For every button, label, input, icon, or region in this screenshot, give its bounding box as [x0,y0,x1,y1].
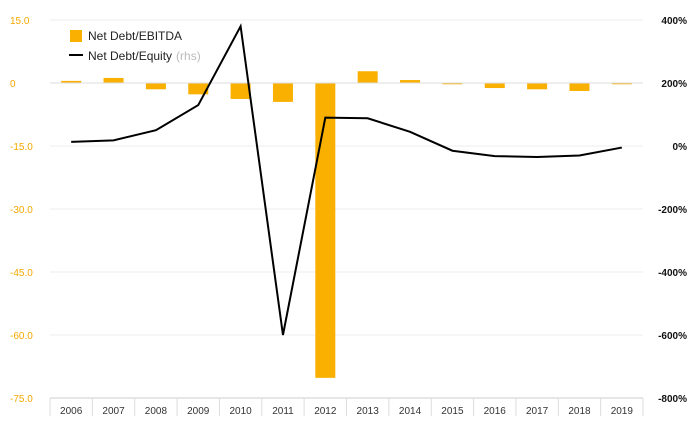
line-series [71,23,623,336]
x-tick-label: 2012 [314,406,337,417]
left-tick-label: 15.0 [10,16,30,27]
legend-label-bar: Net Debt/EBITDA [88,29,182,43]
x-tick-label: 2019 [611,406,634,417]
left-tick-label: -15.0 [10,142,33,153]
legend-label-line-suffix: (rhs) [176,49,201,63]
left-tick-label: 0 [10,79,16,90]
bar-2006 [61,80,82,83]
bar-2014 [400,80,421,83]
bar-2015 [442,83,463,85]
gridlines [50,19,643,399]
x-tick-label: 2014 [399,406,422,417]
bar-2012 [315,83,336,378]
x-axis: 2006 2007 2008 2009 2010 2011 2012 2013 2014 2015… [49,397,644,417]
legend-label-line: Net Debt/Equity (rhs) [88,49,201,63]
right-tick-label: 200% [661,79,687,90]
bar-2013 [357,71,378,83]
x-tick-label: 2007 [102,406,125,417]
bar-2009 [188,83,209,95]
left-tick-label: -45.0 [10,268,33,279]
left-tick-label: -60.0 [10,331,33,342]
x-tick-label: 2006 [60,406,83,417]
right-tick-label: 0% [673,142,688,153]
bar-2016 [484,83,505,89]
x-tick-label: 2016 [484,406,507,417]
right-axis: 400% 200% 0% -200% -400% -600% -800% [658,16,687,405]
x-tick-label: 2017 [526,406,549,417]
x-tick-label: 2011 [272,406,294,417]
right-tick-label: -400% [658,268,687,279]
left-tick-label: -75.0 [10,394,33,405]
legend-swatch-bar [70,30,82,42]
right-tick-label: 400% [661,16,687,27]
x-tick-label: 2010 [229,406,252,417]
bar-2007 [103,77,124,83]
right-tick-label: -200% [658,205,687,216]
bar-2010 [230,83,251,99]
x-tick-label: 2008 [145,406,168,417]
bar-2011 [272,83,293,102]
left-axis: 15.0 0 -15.0 -30.0 -45.0 -60.0 -75.0 [10,16,33,405]
bar-2018 [569,83,590,91]
bar-2008 [145,83,166,90]
left-tick-label: -30.0 [10,205,33,216]
right-tick-label: -800% [658,394,687,405]
bar-series [61,71,632,378]
x-tick-label: 2018 [568,406,591,417]
bar-2017 [527,83,548,90]
legend: Net Debt/EBITDA Net Debt/Equity (rhs) [69,29,201,63]
line-path [71,23,623,336]
bar-2019 [611,83,632,85]
x-tick-label: 2013 [357,406,380,417]
x-tick-label: 2015 [441,406,464,417]
x-tick-label: 2009 [187,406,210,417]
legend-label-line-name: Net Debt/Equity [88,49,172,63]
right-tick-label: -600% [658,331,687,342]
